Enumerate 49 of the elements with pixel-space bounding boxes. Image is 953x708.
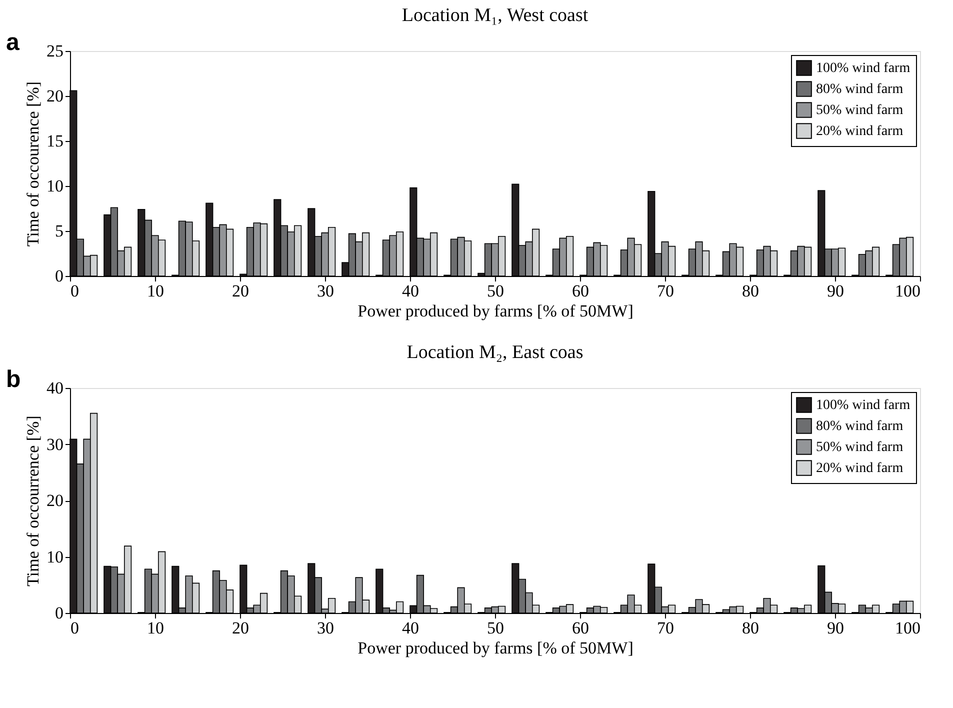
legend-label: 100% wind farm: [816, 61, 910, 76]
legend-label: 50% wind farm: [816, 103, 904, 118]
x-tick-label: 80: [742, 618, 759, 638]
legend-label: 50% wind farm: [816, 440, 904, 455]
y-tick-label: 5: [55, 222, 64, 240]
x-tick-label: 70: [657, 618, 674, 638]
y-tick-label: 30: [46, 434, 64, 454]
y-tick-label: 20: [46, 491, 64, 510]
x-tick-label: 90: [827, 282, 844, 300]
x-tick-label: 100: [895, 618, 920, 638]
x-tick-label: 0: [70, 618, 79, 638]
x-axis-title: Power produced by farms [% of 50MW]: [358, 302, 634, 320]
legend-label: 80% wind farm: [816, 82, 904, 97]
x-tick-label: 40: [402, 282, 419, 300]
x-tick-label: 30: [317, 282, 334, 300]
text: a: [6, 29, 20, 56]
x-tick-label: 50: [487, 618, 504, 638]
x-tick-label: 10: [147, 618, 164, 638]
y-tick-label: 15: [46, 132, 64, 150]
chart-title: Location M₂, East coas: [406, 342, 584, 363]
y-tick-label: 0: [55, 266, 64, 286]
legend-label: 20% wind farm: [816, 461, 904, 476]
text: b: [6, 366, 21, 393]
x-tick-label: 80: [742, 282, 759, 300]
x-tick-label: 30: [317, 618, 334, 638]
y-tick-label: 0: [55, 604, 64, 622]
x-tick-label: 50: [487, 282, 504, 300]
x-tick-label: 60: [572, 618, 589, 638]
x-tick-label: 0: [70, 282, 79, 300]
x-tick-label: 10: [147, 282, 164, 300]
y-tick-label: 10: [46, 547, 64, 566]
x-tick-label: 70: [657, 282, 674, 300]
x-tick-label: 40: [402, 618, 419, 638]
legend-label: 20% wind farm: [816, 124, 904, 139]
y-axis-title: Time of occourence [%]: [24, 81, 42, 247]
y-tick-label: 10: [46, 176, 64, 196]
y-tick-label: 25: [46, 42, 64, 60]
x-tick-label: 20: [232, 618, 249, 638]
chart-title: Location M₁, West coast: [402, 5, 589, 26]
x-tick-label: 60: [572, 282, 589, 300]
x-axis-title: Power produced by farms [% of 50MW]: [358, 638, 634, 658]
legend-label: 100% wind farm: [816, 398, 910, 413]
y-tick-label: 20: [46, 86, 64, 106]
x-tick-label: 90: [827, 618, 844, 638]
x-tick-label: 20: [232, 282, 249, 300]
legend-label: 80% wind farm: [816, 419, 904, 434]
x-tick-label: 100: [895, 282, 920, 300]
y-tick-label: 40: [46, 378, 64, 398]
y-axis-title: Time of occourrence [%]: [24, 416, 42, 586]
